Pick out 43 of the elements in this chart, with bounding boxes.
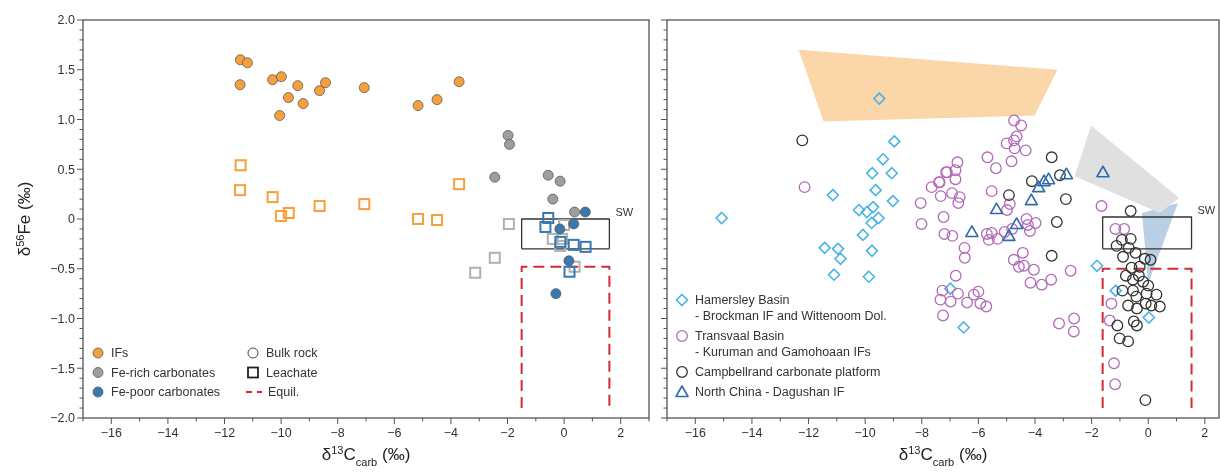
legend-label: Campbellrand carbonate platform <box>695 365 881 379</box>
x-tick-label: 0 <box>560 426 568 440</box>
legend-label: Hamersley Basin - Brockman IF and Wittenoom Dol. <box>695 293 887 323</box>
x-tick-label: −12 <box>797 426 820 440</box>
x-tick-label: −14 <box>741 426 763 440</box>
legend-label: North China - Dagushan IF <box>695 385 845 399</box>
y-tick-label: −0.5 <box>50 262 76 277</box>
y-tick-label: 1.5 <box>57 63 76 78</box>
x-tick-label: −4 <box>443 426 459 440</box>
legend-label: Fe-poor carbonates <box>111 385 221 399</box>
x-tick-label: −6 <box>971 426 986 440</box>
x-tick-label: 2 <box>617 426 625 440</box>
series-label: SW <box>615 206 634 218</box>
x-tick-label: −16 <box>684 426 706 440</box>
y-tick-label: 0 <box>68 212 76 227</box>
x-tick-label: 2 <box>1201 426 1209 440</box>
series-label: SW <box>1197 204 1216 217</box>
y-tick-label: −2.0 <box>50 411 76 426</box>
x-tick-label: −4 <box>1027 426 1043 440</box>
x-axis-title: δ$^{13}$C$_{carb}$ (‰) <box>321 444 411 468</box>
x-tick-label: −2 <box>500 426 515 440</box>
annotation: Leachate <box>266 365 318 380</box>
y-tick-label: 0.5 <box>57 162 76 177</box>
x-axis-title: δ$^{13}$C$_{carb}$ (‰) <box>898 444 988 468</box>
x-tick-label: −8 <box>914 426 929 440</box>
y-tick-label: −1.0 <box>50 311 76 326</box>
legend-label: Equil. <box>268 385 300 399</box>
y-tick-label: 1.0 <box>57 112 76 127</box>
x-tick-label: −8 <box>330 426 345 440</box>
x-tick-label: −14 <box>157 426 179 440</box>
legend-label: Fe-rich carbonates <box>111 365 216 380</box>
x-tick-label: −10 <box>270 426 292 440</box>
annotation: Bulk rock <box>266 346 319 360</box>
legend-label: IFs <box>111 346 129 360</box>
x-tick-label: −2 <box>1084 426 1099 440</box>
x-tick-label: −6 <box>387 426 402 440</box>
x-tick-label: 0 <box>1144 426 1152 440</box>
y-tick-label: 2.0 <box>57 13 76 28</box>
y-tick-label: −1.5 <box>50 361 76 376</box>
x-tick-label: −12 <box>213 426 236 440</box>
x-tick-label: −10 <box>854 426 876 440</box>
x-tick-label: −16 <box>100 426 122 440</box>
legend-label: Transvaal Basin - Kuruman and Gamohoaan IFs <box>695 329 871 359</box>
